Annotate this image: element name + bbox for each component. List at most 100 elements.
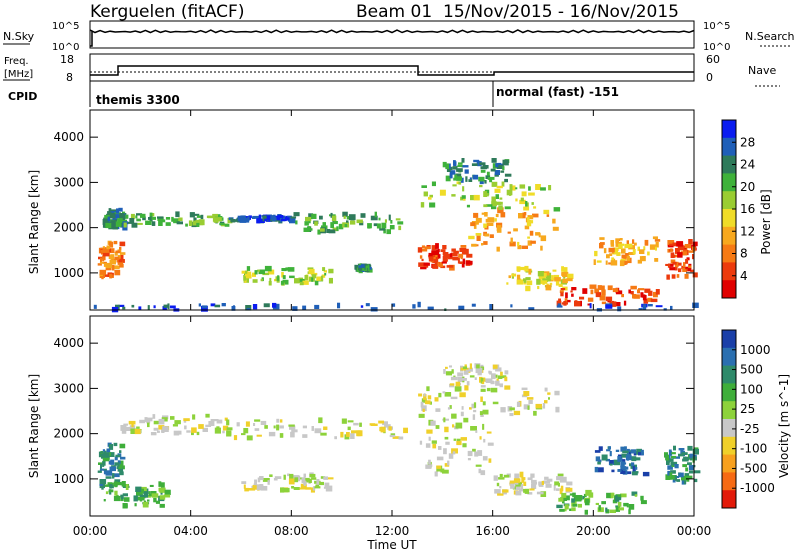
velocity-cell: [640, 500, 647, 505]
power-cell: [483, 204, 488, 208]
power-cell: [429, 194, 433, 198]
velocity-cell: [546, 478, 553, 482]
power-colorbar-tick-label: 28: [740, 135, 755, 149]
power-cell: [516, 274, 521, 280]
nsky-tick-bottom: 10^0: [52, 42, 79, 53]
velocity-cell: [451, 369, 454, 374]
power-cell: [99, 273, 103, 276]
power-cell: [619, 238, 623, 241]
power-cell: [471, 303, 476, 307]
velocity-cell: [118, 466, 123, 469]
power-cell: [520, 197, 524, 202]
power-cell: [637, 259, 642, 264]
velocity-cell: [594, 450, 601, 453]
power-cell: [314, 221, 318, 226]
power-cell: [437, 262, 440, 266]
velocity-cell: [683, 456, 690, 461]
power-cell: [535, 232, 541, 236]
velocity-cell: [144, 417, 148, 422]
power-cell: [108, 208, 112, 213]
power-colorbar-tick-label: 8: [740, 247, 748, 261]
velocity-cell: [276, 424, 280, 431]
velocity-cell: [456, 438, 461, 442]
power-cell: [475, 233, 482, 236]
velocity-cell: [482, 401, 486, 406]
power-cell: [523, 206, 530, 211]
power-cell: [624, 260, 627, 265]
power-cell: [245, 305, 252, 311]
velocity-cell: [669, 476, 673, 480]
velocity-cell: [421, 405, 427, 412]
power-cell: [149, 212, 153, 217]
power-cell: [261, 215, 264, 218]
power-cell: [397, 221, 404, 225]
power-cell: [609, 253, 613, 256]
power-cell: [524, 225, 530, 230]
power-cell: [457, 257, 460, 264]
power-cell: [258, 269, 265, 275]
power-cell: [639, 256, 643, 261]
power-cell: [198, 303, 201, 307]
power-cell: [445, 163, 450, 170]
power-cell: [252, 279, 258, 283]
power-cell: [681, 265, 686, 270]
power-cell: [523, 280, 527, 283]
power-cell: [201, 305, 208, 309]
power-cell: [438, 262, 443, 268]
velocity-cell: [685, 467, 689, 472]
velocity-cell: [419, 440, 423, 445]
power-cell: [513, 228, 518, 232]
velocity-cell: [318, 417, 323, 424]
power-cell: [328, 277, 333, 284]
velocity-cell: [640, 449, 644, 456]
power-cell: [120, 252, 126, 255]
power-cell: [496, 225, 502, 231]
power-cell: [665, 263, 670, 266]
power-cell: [519, 266, 525, 271]
velocity-cell: [500, 375, 507, 379]
power-cell: [526, 222, 532, 227]
power-cell: [427, 306, 434, 311]
velocity-cell: [642, 471, 650, 477]
power-cell: [173, 218, 180, 224]
power-cell: [508, 275, 511, 279]
power-cell: [105, 263, 113, 269]
velocity-cell: [443, 417, 446, 423]
velocity-cell: [687, 462, 692, 466]
power-cell: [119, 241, 126, 247]
power-cell: [274, 278, 277, 282]
velocity-cell: [287, 473, 290, 477]
power-cell: [642, 256, 646, 262]
velocity-cell: [226, 419, 230, 426]
velocity-cell: [102, 457, 110, 462]
power-cell: [463, 198, 466, 201]
power-cell: [475, 244, 479, 247]
velocity-cell: [445, 441, 450, 445]
velocity-ylabel: Slant Range [km]: [27, 374, 41, 478]
velocity-cell: [496, 378, 499, 382]
power-cell: [281, 268, 287, 272]
velocity-ytick-label: 4000: [53, 336, 84, 350]
power-cell: [118, 255, 124, 261]
power-colorbar: 4 8 12 16 20 24 28: [721, 119, 755, 299]
power-cell: [308, 213, 314, 220]
power-cell: [501, 181, 505, 187]
power-cell: [311, 274, 317, 279]
power-cell: [308, 219, 311, 224]
velocity-cell: [531, 479, 537, 483]
velocity-cell: [634, 494, 638, 497]
velocity-cell: [544, 476, 549, 480]
power-ytick-label: 4000: [53, 130, 84, 144]
power-cell: [195, 219, 202, 223]
velocity-cell: [370, 423, 378, 426]
power-cell: [517, 245, 522, 250]
velocity-cell: [262, 478, 270, 482]
velocity-cell: [226, 427, 233, 431]
power-cell: [496, 185, 503, 189]
power-cell: [449, 173, 453, 179]
velocity-cell: [291, 486, 295, 489]
velocity-heatmap: [97, 363, 701, 515]
power-cell: [484, 193, 489, 197]
power-cell: [476, 160, 480, 166]
velocity-cell: [99, 468, 104, 471]
